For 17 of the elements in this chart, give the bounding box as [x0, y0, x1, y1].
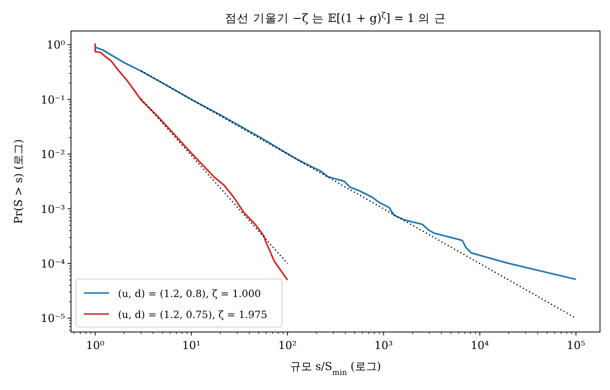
x-tick-label: 10¹ — [182, 339, 201, 352]
y-axis-title: Pr(S > s) (로그) — [12, 139, 25, 224]
y-tick-label: 10⁻¹ — [40, 93, 65, 106]
y-tick-label: 10⁻² — [40, 148, 65, 162]
x-tick-label: 10² — [278, 339, 297, 352]
legend-label: (u, d) = (1.2, 0.75), ζ = 1.975 — [118, 310, 268, 321]
y-tick-label: 10⁻⁵ — [40, 312, 65, 326]
x-tick-label: 10³ — [374, 339, 393, 352]
x-tick-label: 10⁵ — [566, 339, 586, 352]
x-tick-label: 10⁰ — [86, 339, 105, 352]
x-tick-label: 10⁴ — [470, 339, 490, 352]
y-tick-label: 10⁰ — [46, 38, 66, 52]
x-axis-title: 규모 s/S$_{min}$ (로그) — [290, 360, 382, 376]
chart-title: 점선 기울기 −ζ 는 𝔼[(1 + g)$^{ζ}$] = 1 의 근 — [225, 10, 446, 25]
y-tick-label: 10⁻³ — [40, 202, 65, 216]
legend-label: (u, d) = (1.2, 0.8), ζ = 1.000 — [118, 289, 261, 300]
y-tick-label: 10⁻⁴ — [40, 258, 66, 271]
